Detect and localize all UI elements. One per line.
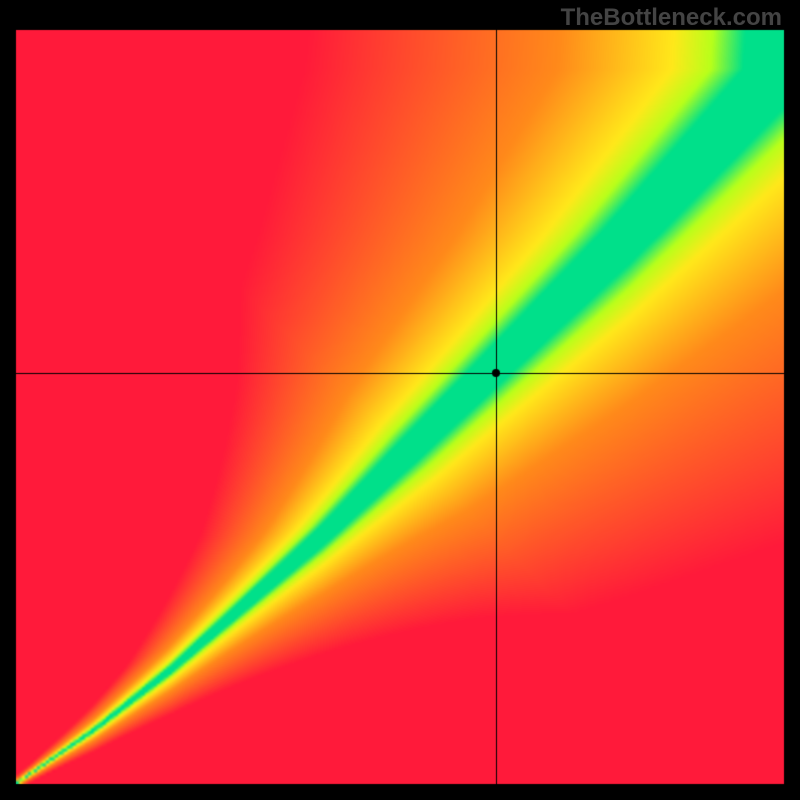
- watermark-text: TheBottleneck.com: [561, 4, 782, 32]
- chart-container: TheBottleneck.com: [0, 0, 800, 800]
- heatmap-canvas: [0, 0, 800, 800]
